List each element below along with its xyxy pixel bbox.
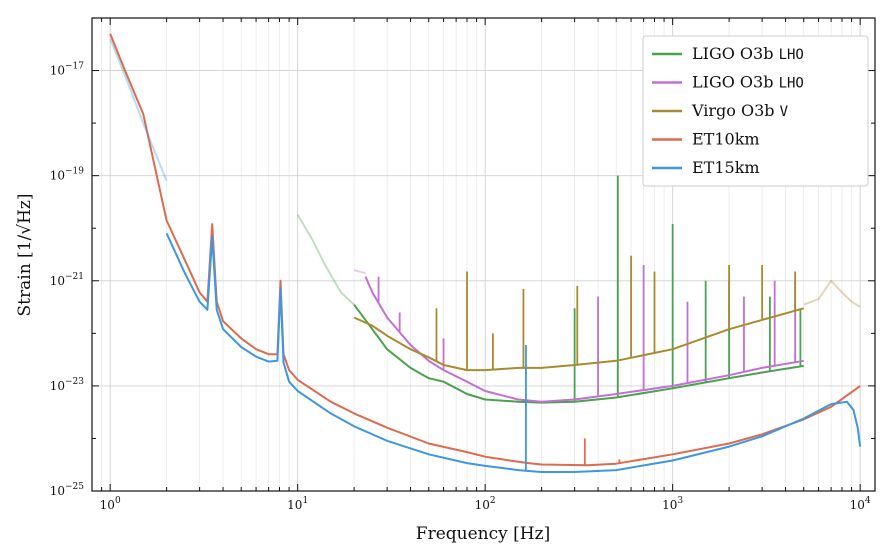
series-virgo-o3b-v-faded-line: [803, 279, 861, 308]
legend-label-main: LIGO O3b: [692, 73, 779, 92]
y-tick-label-base: 10: [50, 484, 65, 498]
legend-label: ET15km: [692, 158, 760, 177]
x-tick-label-base: 10: [662, 498, 677, 512]
series-ligo-o3b-lho-line: [353, 304, 804, 404]
x-tick-label-base: 10: [475, 498, 490, 512]
y-tick-label-base: 10: [50, 64, 65, 78]
series-et10km-line: [109, 33, 861, 467]
x-tick-label-exponent: 1: [302, 496, 308, 506]
y-tick-label-exponent: −23: [65, 377, 84, 387]
legend-label-code: LHO: [779, 47, 804, 63]
x-tick-label: 103: [662, 496, 683, 512]
legend-label-main: ET10km: [692, 130, 760, 149]
series-et15km-line: [165, 232, 862, 473]
legend-label: Virgo O3b V: [691, 101, 789, 120]
legend-label-main: ET15km: [692, 158, 760, 177]
y-tick-label-base: 10: [50, 274, 65, 288]
axes-frame: [91, 17, 876, 492]
y-tick-label-exponent: −17: [65, 62, 84, 72]
series-group: [109, 33, 862, 473]
legend-label: LIGO O3b LHO: [692, 73, 804, 92]
legend-label-main: LIGO O3b: [692, 44, 779, 63]
x-tick-label-base: 10: [850, 498, 865, 512]
y-tick-label: 10−17: [50, 62, 85, 78]
x-tick-label: 104: [850, 496, 871, 512]
legend-label-main: Virgo O3b: [691, 101, 780, 120]
legend-label: ET10km: [692, 130, 760, 149]
series-ligo-o3b-lho-faded-line: [296, 214, 355, 306]
x-tick-label-base: 10: [287, 498, 302, 512]
y-tick-label: 10−23: [50, 377, 85, 393]
legend-label-code: V: [780, 104, 789, 120]
y-tick-label: 10−25: [50, 482, 85, 498]
x-tick-label-base: 10: [100, 498, 115, 512]
y-tick-label-base: 10: [50, 379, 65, 393]
series-virgo-o3b-v-line: [353, 307, 804, 372]
y-tick-label-exponent: −21: [65, 272, 84, 282]
x-tick-label-exponent: 0: [115, 496, 121, 506]
y-tick-label-base: 10: [50, 169, 65, 183]
x-axis-label: Frequency [Hz]: [416, 524, 550, 544]
legend-label: LIGO O3b LHO: [692, 44, 804, 63]
legend-label-code: LHO: [779, 76, 804, 92]
y-tick-label-exponent: −25: [65, 482, 84, 492]
y-axis-label: Strain [1/√Hz]: [15, 194, 35, 317]
x-tick-label-exponent: 4: [865, 496, 871, 506]
x-tick-label: 100: [100, 496, 121, 512]
x-tick-label: 102: [475, 496, 496, 512]
y-tick-label-exponent: −19: [65, 167, 84, 177]
x-tick-label-exponent: 3: [677, 496, 683, 506]
plot-area: [109, 33, 862, 473]
series-et15km-faded-line: [109, 38, 168, 182]
y-tick-label: 10−19: [50, 167, 85, 183]
x-tick-label-exponent: 2: [490, 496, 496, 506]
x-tick-label: 101: [287, 496, 308, 512]
y-tick-label: 10−21: [50, 272, 84, 288]
legend-box: [642, 35, 869, 187]
series-ligo-o3b-lho-2--faded-line: [353, 269, 366, 275]
